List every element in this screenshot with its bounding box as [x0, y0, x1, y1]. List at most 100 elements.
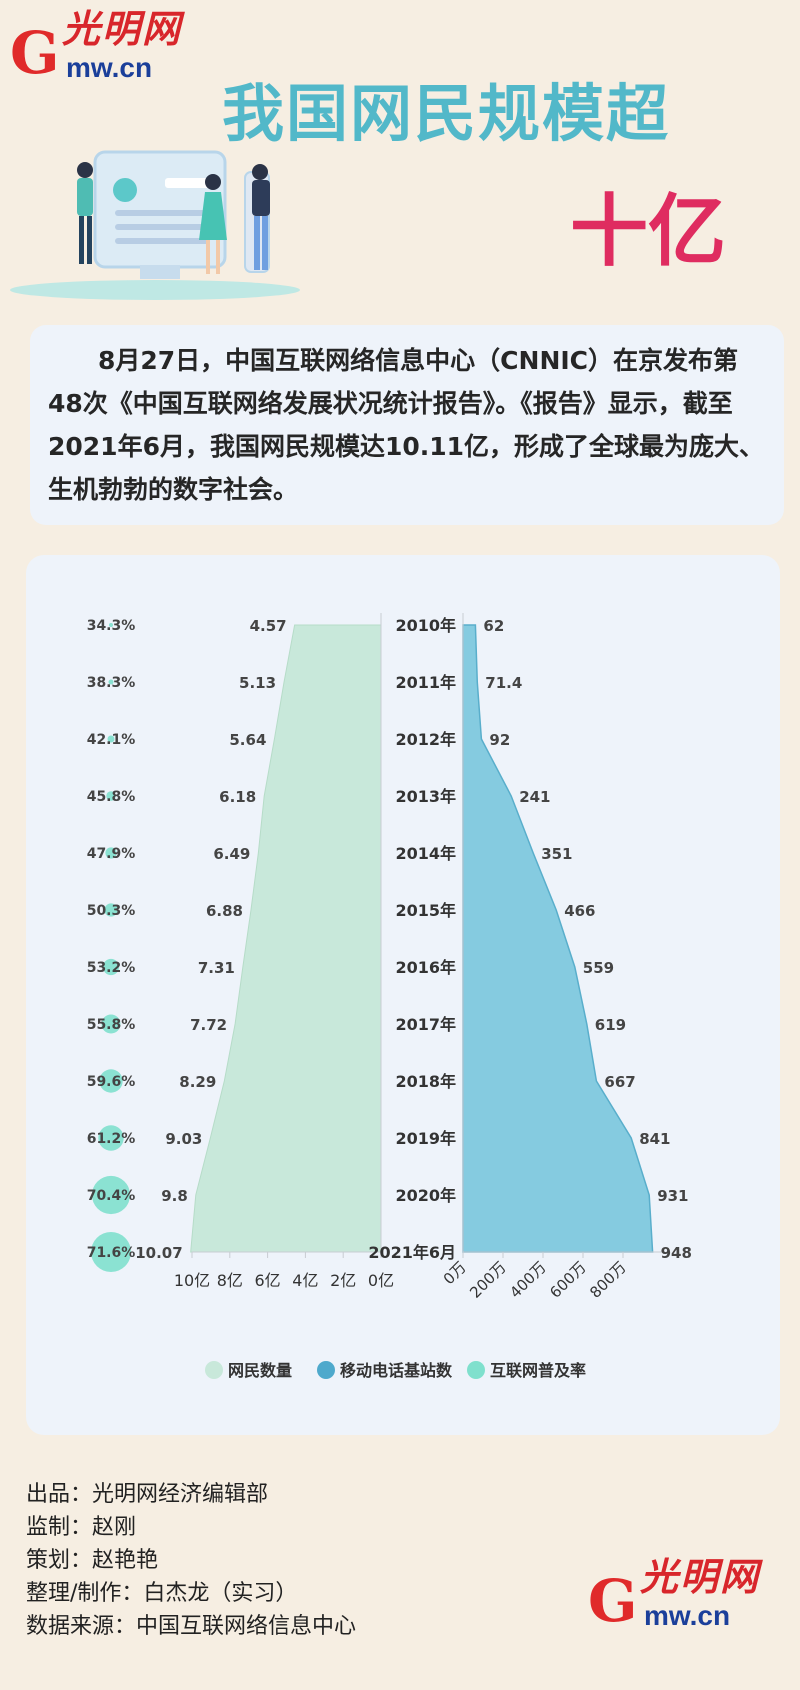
netizen-value-label: 4.57 [250, 617, 287, 635]
intro-paragraph: 8月27日，中国互联网络信息中心（CNNIC）在京发布第48次《中国互联网络发展… [48, 346, 765, 504]
penetration-label: 38.3% [87, 675, 136, 691]
left-axis-tick-label: 10亿 [174, 1271, 210, 1290]
year-label: 2018年 [395, 1072, 456, 1091]
base-station-value-label: 71.4 [485, 674, 522, 692]
legend-label: 移动电话基站数 [340, 1361, 453, 1380]
legend-marker [205, 1361, 223, 1379]
credit-producer: 出品：光明网经济编辑部 [26, 1482, 269, 1507]
year-label: 2013年 [395, 787, 456, 806]
base-station-value-label: 948 [661, 1244, 692, 1262]
year-label: 2010年 [395, 616, 456, 635]
base-station-value-label: 559 [583, 959, 614, 977]
netizen-value-label: 9.03 [165, 1130, 202, 1148]
netizen-value-label: 5.13 [239, 674, 276, 692]
penetration-bubble [91, 1232, 131, 1272]
base-station-value-label: 351 [541, 845, 572, 863]
logo-domain: mw.cn [644, 1600, 731, 1631]
year-label: 2015年 [395, 901, 456, 920]
base-station-value-label: 841 [639, 1130, 670, 1148]
page-title-highlight: 十亿 [570, 187, 727, 277]
site-logo[interactable]: G 光明网 mw.cn [10, 10, 220, 90]
base-station-value-label: 931 [657, 1187, 688, 1205]
legend-marker [467, 1361, 485, 1379]
penetration-bubble [102, 958, 120, 976]
penetration-label: 53.2% [87, 960, 136, 976]
penetration-bubble [107, 735, 115, 743]
penetration-bubble [108, 679, 114, 685]
intro-text: 8月27日，中国互联网络信息中心（CNNIC）在京发布第48次《中国互联网络发展… [48, 339, 766, 511]
penetration-bubble [106, 791, 116, 801]
logo-g-letter: G [588, 1567, 638, 1635]
legend-label: 网民数量 [228, 1361, 292, 1380]
base-station-value-label: 92 [489, 731, 510, 749]
page-title: 我国网民规模超 [222, 77, 671, 150]
right-axis-tick-label: 800万 [586, 1258, 630, 1302]
right-axis-tick-label: 400万 [506, 1258, 550, 1302]
netizen-value-label: 9.8 [161, 1187, 188, 1205]
year-label: 2012年 [395, 730, 456, 749]
intro-panel: 8月27日，中国互联网络信息中心（CNNIC）在京发布第48次《中国互联网络发展… [30, 325, 784, 525]
base-station-value-label: 619 [595, 1016, 626, 1034]
year-label: 2017年 [395, 1015, 456, 1034]
credit-maker: 整理/制作：白杰龙（实习） [26, 1581, 298, 1606]
netizen-area [190, 624, 382, 1253]
netizen-value-label: 7.31 [198, 959, 235, 977]
left-axis-tick-label: 0亿 [368, 1271, 394, 1290]
logo-calligraphy: 光明网 [62, 6, 183, 51]
year-label: 2020年 [395, 1186, 456, 1205]
year-label: 2019年 [395, 1129, 456, 1148]
netizen-value-label: 8.29 [179, 1073, 216, 1091]
penetration-label: 71.6% [87, 1245, 136, 1261]
base-station-value-label: 241 [519, 788, 550, 806]
credit-planner: 策划：赵艳艳 [26, 1548, 159, 1573]
netizen-value-label: 6.88 [206, 902, 243, 920]
netizen-value-label: 7.72 [190, 1016, 227, 1034]
penetration-bubble [109, 623, 113, 627]
penetration-bubble [98, 1125, 124, 1151]
penetration-label: 45.8% [87, 789, 136, 805]
base-station-value-label: 62 [483, 617, 504, 635]
right-axis-tick-label: 200万 [466, 1258, 510, 1302]
base-station-value-label: 667 [604, 1073, 635, 1091]
legend-label: 互联网普及率 [490, 1361, 586, 1380]
year-label: 2016年 [395, 958, 456, 977]
penetration-label: 34.3% [87, 618, 136, 634]
penetration-label: 55.8% [87, 1017, 136, 1033]
right-axis-tick-label: 600万 [546, 1258, 590, 1302]
penetration-label: 59.6% [87, 1074, 136, 1090]
year-label: 2014年 [395, 844, 456, 863]
netizen-value-label: 5.64 [229, 731, 266, 749]
base-station-value-label: 466 [564, 902, 595, 920]
penetration-bubble [91, 1175, 131, 1215]
penetration-label: 61.2% [87, 1131, 136, 1147]
credit-supervisor: 监制：赵刚 [26, 1515, 137, 1540]
netizen-value-label: 6.49 [213, 845, 250, 863]
right-axis-tick-label: 0万 [440, 1258, 470, 1288]
penetration-bubble [104, 903, 118, 917]
penetration-bubble [101, 1014, 121, 1034]
left-axis-tick-label: 2亿 [330, 1271, 356, 1290]
chart-panel: 4.57 5.13 5.64 6.18 6.49 6.88 7.31 7.72 8.29 9.03… [26, 555, 780, 1435]
base-station-area [462, 624, 654, 1253]
netizen-value-label: 6.18 [219, 788, 256, 806]
netizen-value-label: 10.07 [135, 1244, 182, 1262]
penetration-label: 50.3% [87, 903, 136, 919]
left-axis-tick-label: 8亿 [217, 1271, 243, 1290]
penetration-label: 42.1% [87, 732, 136, 748]
logo-g-letter: G [10, 19, 60, 87]
penetration-label: 47.9% [87, 846, 136, 862]
credits: 出品：光明网经济编辑部 监制：赵刚 策划：赵艳艳 整理/制作：白杰龙（实习） 数… [26, 1478, 356, 1643]
penetration-bubble [105, 847, 117, 859]
footer-logo[interactable]: G 光明网 mw.cn [588, 1558, 788, 1638]
year-label: 2021年6月 [368, 1243, 456, 1262]
people-with-screen-illustration [10, 150, 300, 300]
credit-source: 数据来源：中国互联网络信息中心 [26, 1614, 357, 1639]
penetration-label: 70.4% [87, 1188, 136, 1204]
penetration-bubble [99, 1069, 123, 1093]
legend-marker [317, 1361, 335, 1379]
logo-calligraphy: 光明网 [640, 1554, 761, 1599]
year-label: 2011年 [395, 673, 456, 692]
left-axis-tick-label: 6亿 [255, 1271, 281, 1290]
left-axis-tick-label: 4亿 [292, 1271, 318, 1290]
combined-chart: 4.57 5.13 5.64 6.18 6.49 6.88 7.31 7.72 8.29 9.03… [87, 613, 692, 1380]
